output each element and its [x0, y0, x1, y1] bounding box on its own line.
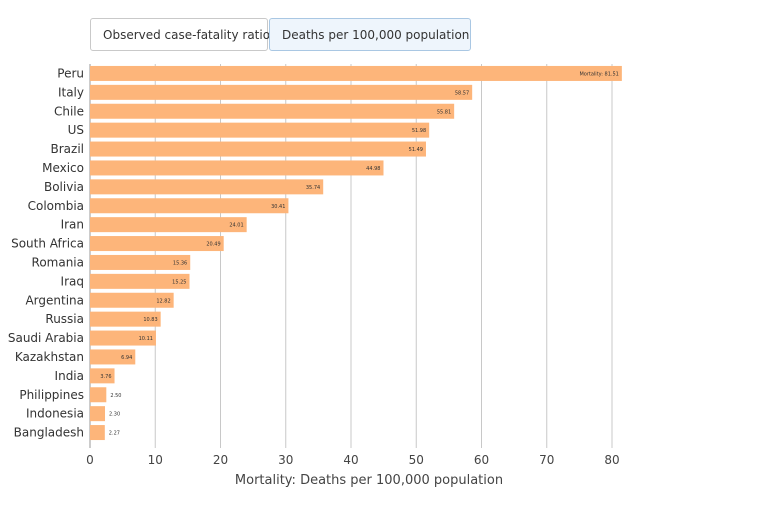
category-label: Italy [58, 85, 84, 99]
category-label: Philippines [19, 388, 84, 402]
data-label: 10.11 [139, 336, 153, 342]
tab-case-fatality-ratio[interactable]: Observed case-fatality ratio [90, 18, 270, 51]
bar[interactable] [90, 236, 224, 252]
bar[interactable] [90, 425, 105, 441]
bar[interactable] [90, 141, 426, 157]
bar[interactable] [90, 387, 107, 403]
category-label: Romania [32, 255, 84, 269]
x-axis-label: Mortality: Deaths per 100,000 population [235, 473, 503, 488]
data-label: 2.27 [109, 431, 120, 437]
category-label: Kazakhstan [15, 350, 84, 364]
bar[interactable] [90, 349, 136, 365]
bar[interactable] [90, 406, 106, 422]
category-labels: Peru Italy Chile US Brazil Mexico Bolivia Colom… [8, 66, 84, 439]
category-label: Saudi Arabia [8, 331, 84, 345]
category-label: Brazil [51, 142, 85, 156]
bar[interactable] [90, 103, 455, 119]
category-label: Colombia [28, 199, 84, 213]
bars: Mortality: 81.51 58.57 55.81 51.98 51.49 44.9… [90, 65, 622, 441]
bar[interactable] [90, 217, 247, 233]
category-label: Russia [45, 312, 84, 326]
bar[interactable] [90, 254, 191, 270]
x-tick-label: 60 [474, 453, 489, 467]
bar[interactable] [90, 311, 161, 327]
data-label: 51.98 [412, 128, 426, 134]
data-label: 12.82 [156, 298, 170, 304]
data-label: 51.49 [409, 147, 423, 153]
x-tick-label: 40 [343, 453, 358, 467]
category-label: Peru [57, 66, 84, 80]
data-label: Mortality: 81.51 [579, 71, 618, 77]
bar[interactable] [90, 179, 324, 195]
bar[interactable] [90, 65, 622, 81]
category-label: Iraq [61, 274, 84, 288]
data-label: 24.01 [229, 223, 243, 229]
category-label: US [68, 123, 84, 137]
data-label: 2.30 [109, 412, 120, 418]
x-tick-label: 80 [604, 453, 619, 467]
bar[interactable] [90, 160, 384, 176]
category-label: Iran [61, 218, 84, 232]
bar[interactable] [90, 273, 190, 289]
data-label: 6.94 [121, 355, 132, 361]
bar[interactable] [90, 368, 115, 384]
data-label: 3.76 [100, 374, 111, 380]
x-tick-label: 20 [213, 453, 228, 467]
bar[interactable] [90, 330, 156, 346]
bar[interactable] [90, 122, 430, 138]
category-label: South Africa [11, 237, 84, 251]
category-label: Indonesia [26, 407, 84, 421]
category-label: Argentina [25, 293, 84, 307]
data-label: 35.74 [306, 185, 320, 191]
x-tick-label: 10 [148, 453, 163, 467]
category-label: India [55, 369, 84, 383]
x-tick-label: 30 [278, 453, 293, 467]
x-tick-label: 50 [409, 453, 424, 467]
x-tick-label: 70 [539, 453, 554, 467]
data-label: 55.81 [437, 109, 451, 115]
x-axis-ticks: 0 10 20 30 40 50 60 70 80 [86, 453, 619, 467]
bar[interactable] [90, 292, 174, 308]
data-label: 10.83 [143, 317, 157, 323]
data-label: 15.25 [172, 279, 186, 285]
category-label: Chile [54, 104, 84, 118]
data-label: 44.98 [366, 166, 380, 172]
category-label: Bangladesh [14, 426, 84, 440]
data-label: 20.49 [206, 242, 220, 248]
bar[interactable] [90, 84, 473, 100]
bar[interactable] [90, 198, 289, 214]
x-tick-label: 0 [86, 453, 94, 467]
data-label: 30.41 [271, 204, 285, 210]
tab-deaths-per-100k[interactable]: Deaths per 100,000 population [269, 18, 471, 51]
chart-tabs: Observed case-fatality ratio Deaths per … [90, 18, 471, 51]
data-label: 58.57 [455, 90, 469, 96]
data-label: 15.36 [173, 260, 187, 266]
category-label: Mexico [42, 161, 84, 175]
category-label: Bolivia [44, 180, 84, 194]
data-label: 2.50 [110, 393, 121, 399]
